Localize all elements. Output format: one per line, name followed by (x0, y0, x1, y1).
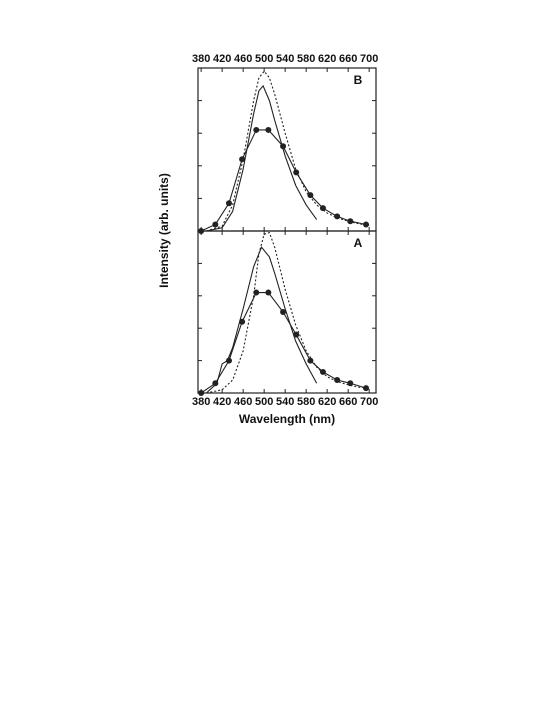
marker (198, 390, 205, 396)
x-tick-label: 580 (297, 396, 315, 408)
x-tick-label: 540 (276, 53, 294, 65)
x-tick-label: 500 (255, 53, 273, 65)
marker (363, 221, 370, 228)
marker (225, 357, 232, 364)
x-tick-label: 500 (255, 396, 273, 408)
marker (280, 309, 287, 315)
marker (265, 126, 272, 133)
x-tick-label: 380 (192, 396, 210, 408)
marker (212, 221, 219, 228)
x-tick-label: 660 (339, 396, 357, 408)
y-axis-label: Intensity (arb. units) (157, 173, 171, 288)
marker (293, 331, 300, 338)
x-tick-label: 700 (360, 53, 378, 65)
marker (307, 192, 314, 199)
x-tick-label: 660 (339, 53, 357, 65)
plot-frame (197, 230, 377, 394)
line (206, 84, 318, 232)
panel-label: A (354, 236, 363, 250)
x-tick-label: 420 (213, 53, 231, 65)
line (206, 70, 370, 232)
marker (239, 318, 246, 325)
marker (319, 368, 326, 375)
x-tick-label: 540 (276, 396, 294, 408)
marker (363, 385, 370, 392)
x-axis-label: Wavelength (nm) (239, 412, 335, 426)
x-tick-label: 460 (234, 396, 252, 408)
x-tick-label: 620 (318, 396, 336, 408)
marker (319, 205, 326, 212)
x-tick-label: 620 (318, 53, 336, 65)
marker (225, 200, 232, 207)
line (200, 292, 367, 394)
x-tick-label: 580 (297, 53, 315, 65)
marker (280, 143, 287, 150)
marker (347, 218, 354, 225)
x-tick-label: 380 (192, 53, 210, 65)
marker (334, 213, 341, 220)
x-tick-label: 420 (213, 396, 231, 408)
panel-label: B (354, 73, 363, 87)
marker (307, 357, 314, 364)
marker (265, 289, 272, 296)
x-tick-label: 460 (234, 53, 252, 65)
marker (253, 289, 260, 296)
marker (253, 126, 260, 133)
marker (212, 380, 219, 387)
marker (347, 380, 354, 387)
x-tick-label: 700 (360, 396, 378, 408)
plot-frame (197, 67, 377, 232)
line (206, 231, 370, 394)
marker (334, 377, 341, 384)
marker (293, 169, 300, 176)
marker (239, 156, 246, 163)
